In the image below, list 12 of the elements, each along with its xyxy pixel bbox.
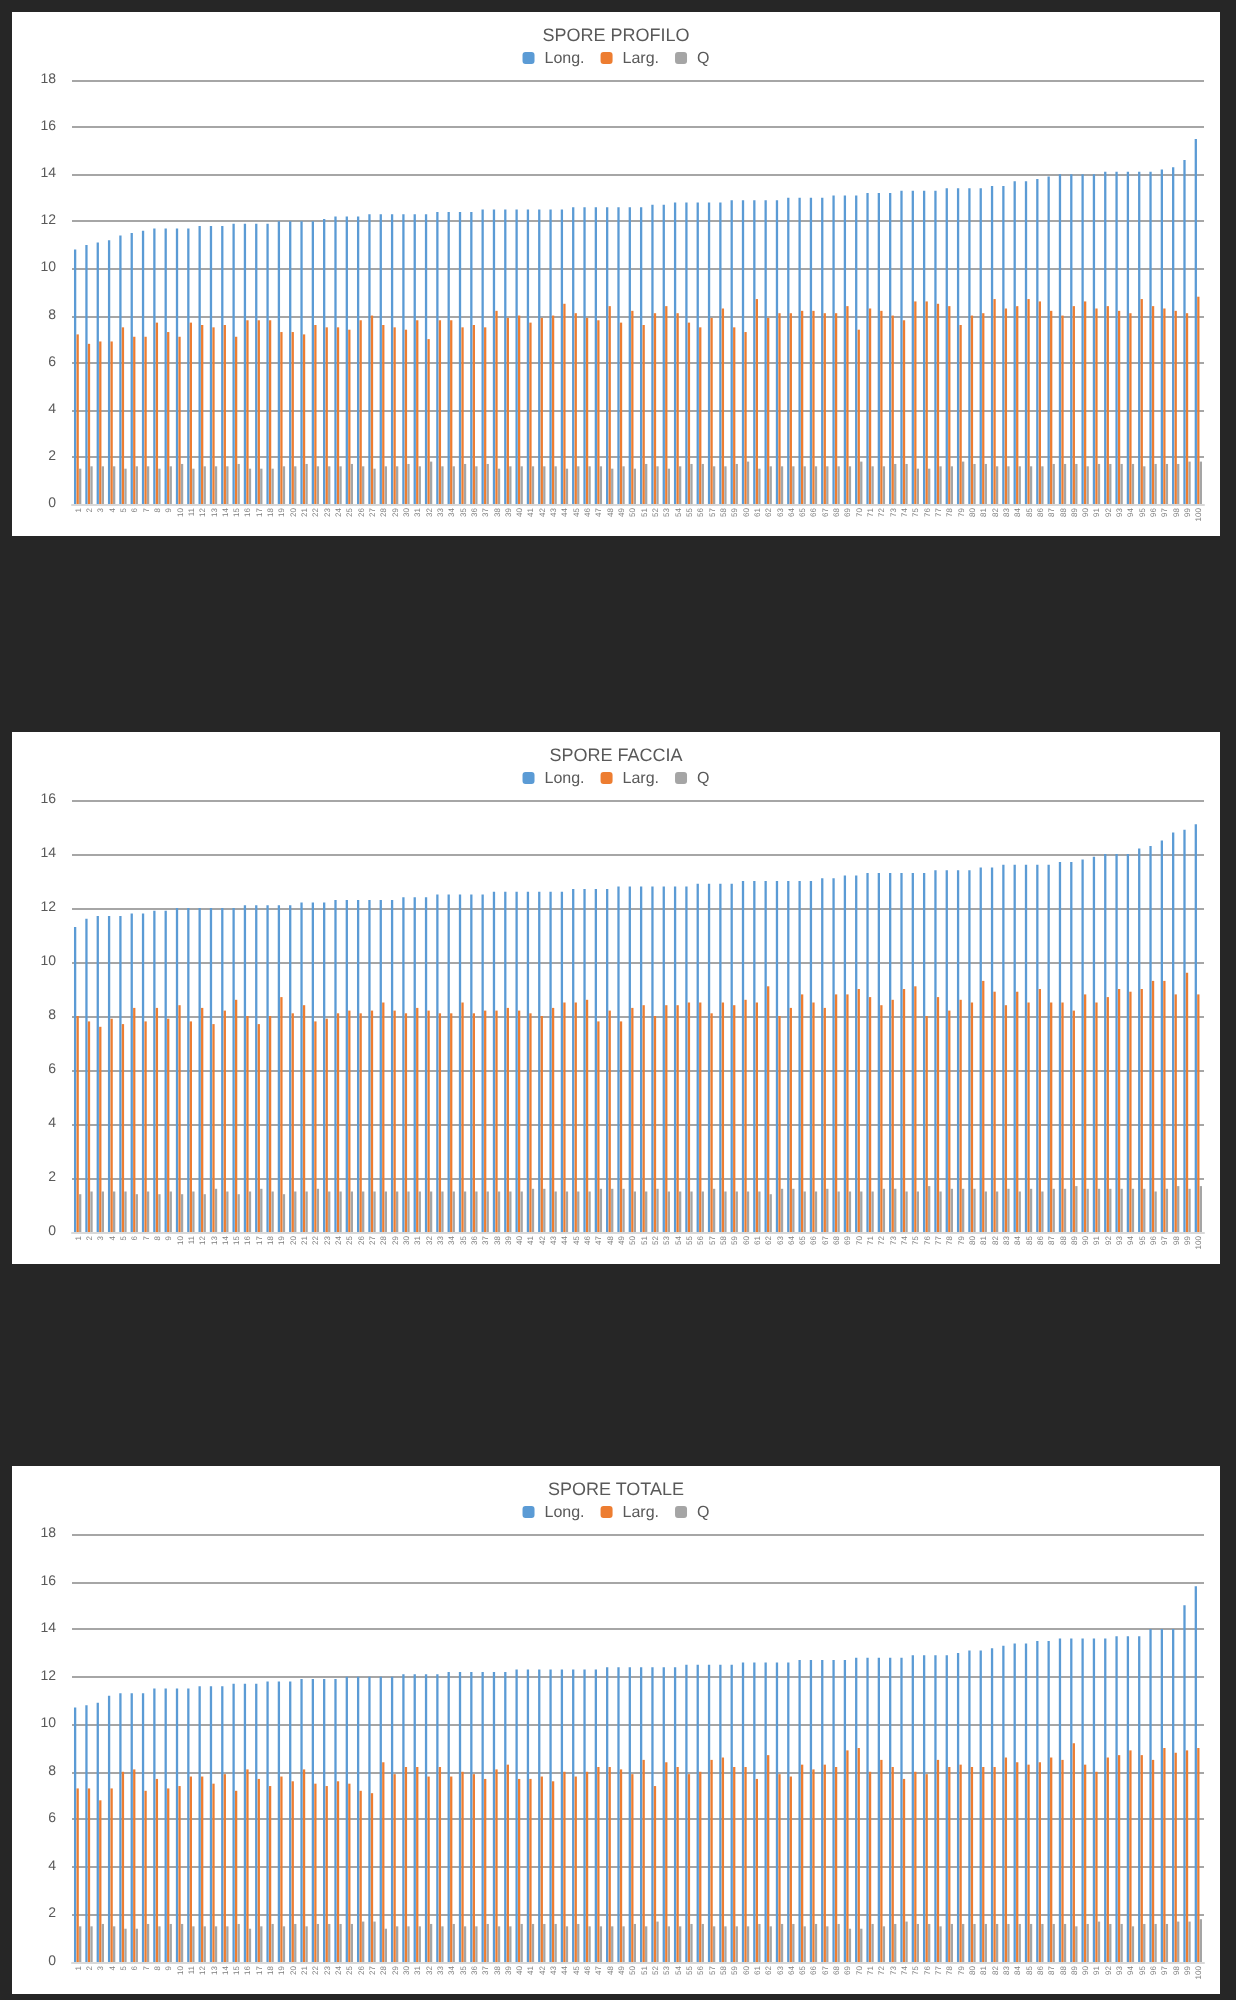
chart-title: SPORE FACCIA [549,745,683,765]
legend-label: Long. [544,769,585,787]
legend-label: Long. [544,1503,585,1521]
legend-label: Q [697,49,710,67]
chart-title: SPORE TOTALE [547,1479,685,1499]
legend-label: Larg. [622,1503,660,1521]
legend-label: Q [697,1503,710,1521]
legend-label: Larg. [622,769,660,787]
chart-title: SPORE PROFILO [542,25,690,45]
legend-label: Long. [544,49,585,67]
legend-label: Q [697,769,710,787]
legend-label: Larg. [622,49,660,67]
